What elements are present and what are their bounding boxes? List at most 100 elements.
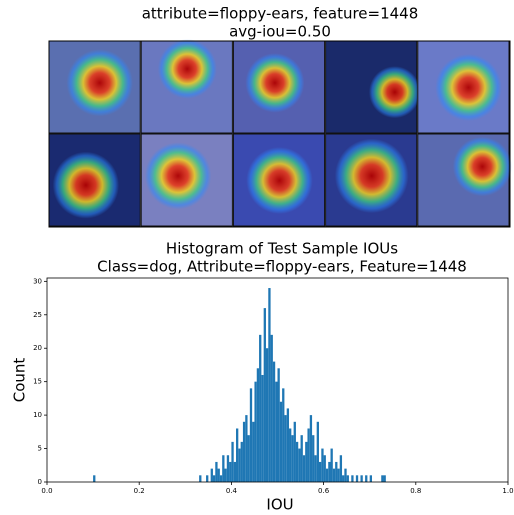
heatmap-spot — [157, 39, 217, 99]
bar — [259, 334, 262, 482]
bar — [212, 475, 216, 482]
bar — [346, 475, 349, 482]
bar — [291, 435, 294, 482]
grid-border — [48, 40, 511, 228]
bar — [199, 475, 202, 482]
bar — [261, 374, 264, 482]
bar — [332, 468, 336, 482]
bar — [321, 448, 324, 482]
y-tick-label: 15 — [33, 378, 42, 386]
bar — [254, 381, 257, 482]
x-axis-label: IOU — [266, 496, 293, 514]
bar — [277, 368, 280, 482]
y-tick-label: 5 — [38, 445, 42, 453]
bar — [325, 468, 329, 482]
heatmap-spot — [435, 54, 502, 121]
bar — [236, 428, 239, 482]
bar — [265, 348, 269, 482]
y-tick-label: 20 — [33, 344, 42, 352]
chart-subtitle: Class=dog, Attribute=floppy-ears, Featur… — [97, 258, 467, 276]
plot: 0.0 0.2 0.4 0.6 0.8 1.0 0 5 10 15 20 25 30 — [33, 277, 513, 495]
bar — [298, 448, 301, 482]
bar — [351, 475, 354, 482]
y-axis-label: Count — [11, 358, 29, 403]
bar — [309, 415, 313, 482]
bar — [219, 475, 223, 482]
bar — [238, 448, 241, 482]
bar — [282, 388, 285, 482]
bar — [318, 461, 322, 482]
x-tick-label: 0.0 — [41, 487, 52, 495]
bar — [206, 475, 209, 482]
x-tick-label: 0.4 — [226, 487, 238, 495]
x-tick-label: 0.6 — [318, 487, 330, 495]
chart-title: Histogram of Test Sample IOUs — [166, 240, 398, 258]
bar — [323, 455, 326, 482]
bar — [337, 468, 340, 482]
bar — [344, 468, 347, 482]
bar — [249, 388, 253, 482]
bar — [272, 361, 276, 482]
bar — [284, 415, 287, 482]
bar — [302, 455, 306, 482]
y-tick-label: 10 — [33, 411, 42, 419]
bar — [312, 435, 315, 482]
bar — [279, 401, 283, 482]
bar — [293, 421, 296, 482]
bar — [300, 435, 303, 482]
bar — [305, 441, 308, 482]
bar — [369, 475, 373, 482]
bar — [242, 421, 246, 482]
bar — [295, 441, 299, 482]
bar — [210, 468, 213, 482]
bar — [383, 475, 386, 482]
bar — [342, 475, 345, 482]
bar — [245, 415, 248, 482]
heatmap-spot — [334, 138, 409, 214]
bar — [252, 421, 255, 482]
bar — [339, 455, 343, 482]
bar — [217, 468, 220, 482]
bar — [233, 461, 237, 482]
bar — [360, 475, 363, 482]
bar — [256, 368, 260, 482]
bar — [316, 421, 319, 482]
x-tick-label: 1.0 — [502, 487, 513, 495]
bar — [229, 461, 232, 482]
bar — [224, 468, 227, 482]
bar — [215, 461, 218, 482]
bar — [275, 381, 278, 482]
x-tick-label: 0.2 — [134, 487, 145, 495]
y-tick-label: 0 — [38, 478, 42, 486]
bar — [314, 455, 317, 482]
image-grid — [48, 39, 512, 228]
bar — [335, 461, 338, 482]
axes-frame — [46, 277, 509, 483]
bar — [355, 475, 359, 482]
figure-subtitle: avg-iou=0.50 — [229, 23, 331, 41]
bar — [381, 475, 384, 482]
heatmap-spot — [66, 49, 133, 117]
heatmap-spot — [368, 66, 421, 119]
y-tick-label: 30 — [33, 277, 42, 285]
heatmap-spot — [52, 151, 120, 219]
bar — [286, 408, 290, 482]
bar — [226, 455, 230, 482]
heatmap-spot — [452, 136, 512, 197]
bar — [328, 461, 331, 482]
bar — [93, 475, 96, 482]
bar — [289, 428, 292, 482]
x-tick-label: 0.8 — [410, 487, 421, 495]
heatmap-spot — [245, 53, 305, 113]
bar — [268, 288, 271, 482]
bar — [231, 441, 234, 482]
bar — [247, 435, 250, 482]
heatmap-spot — [246, 147, 313, 214]
y-tick-label: 25 — [33, 311, 42, 319]
figure-title: attribute=floppy-ears, feature=1448 — [142, 5, 419, 23]
bar — [307, 428, 310, 482]
bar — [263, 308, 266, 482]
bar — [222, 455, 225, 482]
bar — [330, 448, 333, 482]
